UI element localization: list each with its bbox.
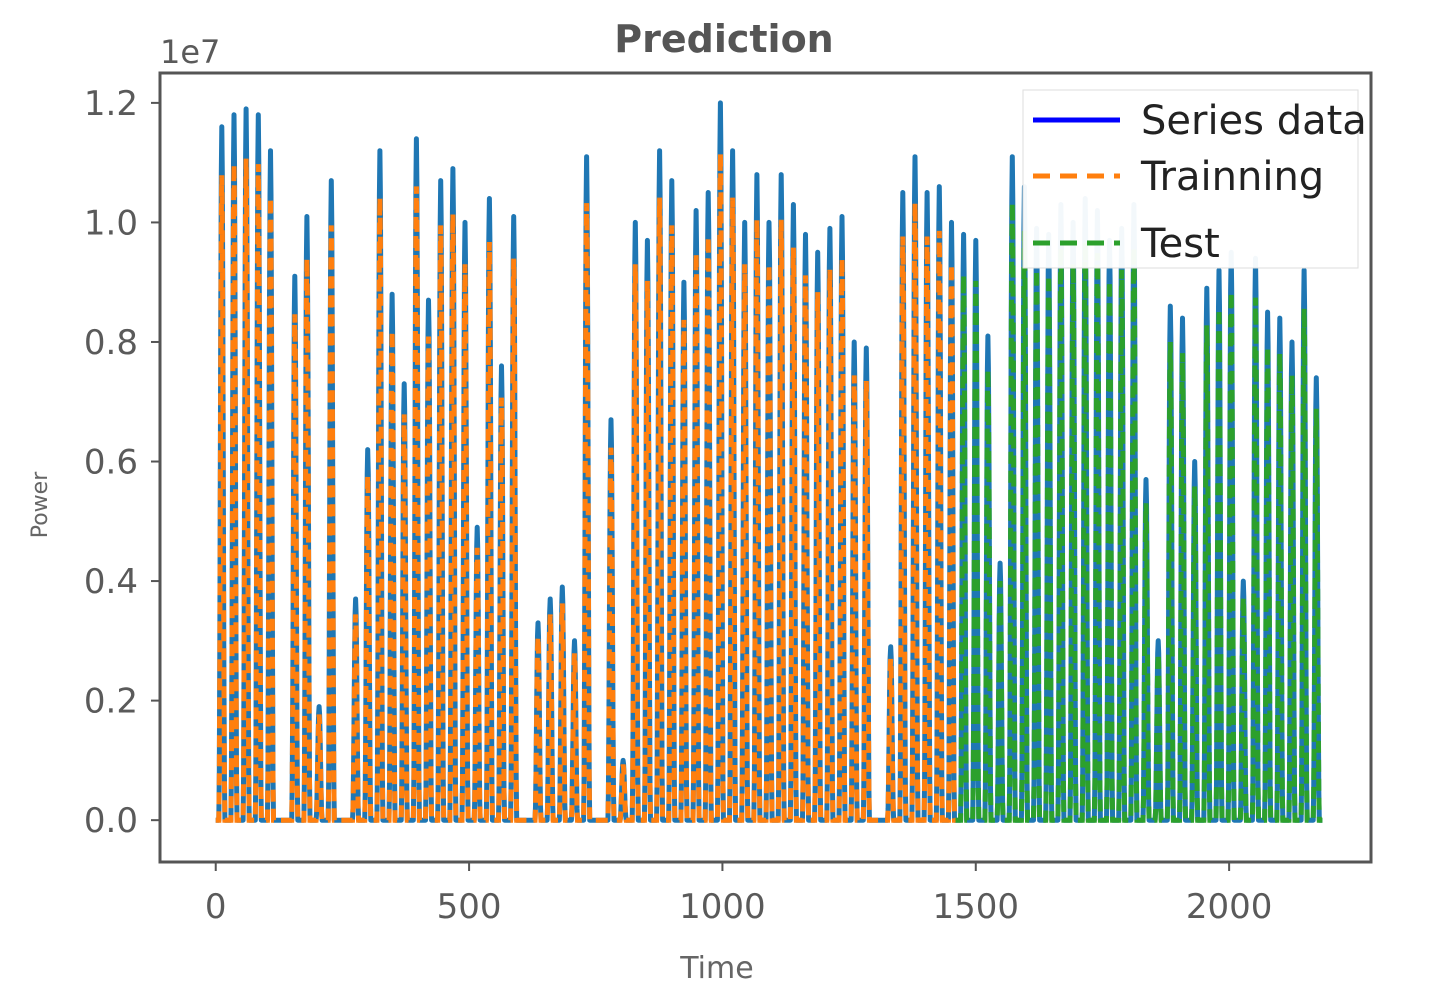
y-tick-label: 1.2 <box>84 84 138 124</box>
series-line-trainning <box>215 153 957 823</box>
x-tick-label: 0 <box>205 887 227 927</box>
legend-label-test: Test <box>1140 221 1220 267</box>
y-tick-label: 1.0 <box>84 203 138 243</box>
x-tick-label: 1500 <box>933 887 1020 927</box>
chart-title: Prediction <box>614 17 833 61</box>
axes-frame <box>158 71 1373 864</box>
y-tick-label: 0.2 <box>84 682 138 722</box>
legend: Series data Trainning Test <box>1022 89 1367 269</box>
legend-label-trainning: Trainning <box>1140 154 1324 200</box>
y-tick-label: 0.4 <box>84 562 138 602</box>
legend-label-series-data: Series data <box>1141 98 1367 144</box>
y-axis-label: Power <box>28 471 53 538</box>
x-tick-label: 500 <box>437 887 502 927</box>
y-tick-label: 0.6 <box>84 443 138 483</box>
y-offset-label: 1e7 <box>160 33 220 71</box>
series-line-test <box>955 203 1323 823</box>
x-axis-label: Time <box>679 951 753 986</box>
y-tick-label: 0.0 <box>84 801 138 841</box>
y-tick-label: 0.8 <box>84 323 138 363</box>
x-tick-label: 1000 <box>679 887 766 927</box>
x-tick-label: 2000 <box>1186 887 1273 927</box>
axis-ticks: 0 500 1000 1500 2000 0.0 0.2 0.4 0.6 0.8 1.0 1.2 <box>84 84 1272 927</box>
